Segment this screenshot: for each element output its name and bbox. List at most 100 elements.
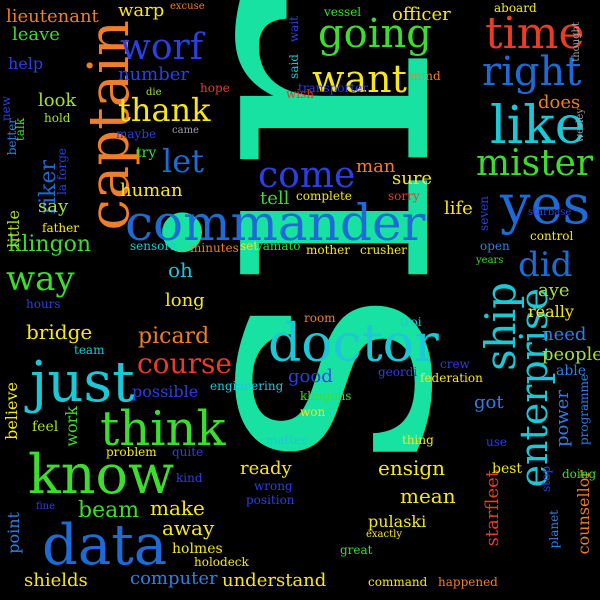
word-got: got (474, 392, 504, 413)
word-think: think (100, 401, 226, 457)
word-problem: problem (106, 445, 157, 459)
word-warp: warp (118, 0, 165, 21)
word-programme: programme (577, 374, 591, 446)
word-wesley: wesley (575, 108, 586, 143)
word-geordi: geordi (378, 365, 418, 379)
word-people: people (542, 344, 600, 365)
word-tell: tell (260, 188, 290, 209)
word-stop: stop (539, 466, 553, 492)
word-team: team (74, 343, 105, 357)
word-like: like (490, 96, 586, 156)
word-father: father (42, 221, 79, 235)
word-exactly: exactly (366, 529, 402, 540)
word-hope: hope (200, 81, 230, 95)
word-ship: ship (476, 282, 525, 371)
word-way: way (6, 259, 75, 299)
word-help: help (8, 54, 44, 73)
word-starfleet: starfleet (482, 470, 503, 547)
word-use: use (486, 435, 507, 449)
word-holmes: holmes (172, 541, 223, 557)
word-kind: kind (176, 471, 203, 485)
word-la-forge: la forge (55, 148, 69, 195)
word-mister: mister (476, 143, 594, 184)
word-time: time (485, 8, 585, 59)
word-thank: thank (118, 91, 211, 129)
word-try: try (136, 145, 157, 161)
word-work: work (62, 406, 81, 447)
word-best: best (492, 461, 523, 477)
word-power: power (552, 390, 573, 448)
word-beam: beam (78, 498, 140, 523)
word-holodeck: holodeck (194, 555, 249, 569)
word-klingons: klingons (300, 389, 352, 403)
word-worf: worf (120, 27, 204, 68)
word-transporter: transporter (298, 81, 368, 95)
word-came: came (172, 125, 199, 136)
word-life: life (444, 198, 473, 219)
word-federation: federation (420, 371, 483, 385)
word-talk: talk (13, 118, 27, 142)
word-doing: doing (562, 467, 597, 481)
word-great: great (340, 543, 373, 557)
word-complete: complete (296, 189, 352, 203)
word-look: look (38, 90, 77, 111)
word-minutes: minutes (190, 241, 239, 255)
word-thought: thought (571, 22, 582, 62)
word-counsellor: counsellor (574, 470, 593, 555)
word-room: room (304, 311, 336, 325)
word-know: know (28, 443, 175, 506)
word-mean: mean (400, 484, 456, 508)
word-excuse: excuse (170, 1, 205, 12)
word-leave: leave (12, 24, 60, 45)
word-little: little (4, 210, 23, 248)
word-course: course (137, 347, 232, 380)
word-wish: wish (286, 87, 314, 101)
word-happened: happened (438, 575, 498, 589)
word-mind: mind (410, 69, 441, 83)
word-ready: ready (240, 458, 292, 479)
word-said: said (287, 54, 301, 79)
word-shields: shields (24, 570, 88, 591)
word-need: need (542, 324, 587, 345)
word-quite: quite (172, 445, 204, 459)
word-vessel: vessel (324, 5, 362, 19)
word-come: come (258, 155, 356, 196)
word-going: going (318, 11, 432, 57)
word-troi: troi (400, 315, 422, 329)
word-aye: aye (538, 280, 570, 301)
word-oh: oh (168, 258, 193, 282)
word-point: point (4, 512, 23, 554)
word-engineering: engineering (210, 379, 284, 393)
word-set: set (240, 239, 259, 253)
word-possible: possible (132, 382, 199, 401)
word-just: just (30, 350, 135, 415)
word-sure: sure (392, 168, 433, 189)
word-new: new (0, 96, 13, 122)
word-hours: hours (26, 297, 61, 311)
word-yes: yes (500, 173, 591, 236)
word-maybe: maybe (116, 127, 157, 141)
word-command: command (368, 575, 428, 589)
word-thing: thing (402, 433, 434, 447)
word-make: make (150, 496, 205, 520)
word-lieutenant: lieutenant (6, 6, 99, 27)
word-understand: understand (222, 570, 327, 591)
word-crusher: crusher (360, 243, 407, 257)
word-hold: hold (44, 111, 71, 125)
word-bridge: bridge (26, 320, 93, 344)
word-human: human (120, 180, 183, 201)
word-want: want (312, 57, 407, 101)
word-really: really (528, 302, 574, 321)
word-klingon: klingon (8, 232, 92, 257)
word-open: open (480, 239, 510, 253)
word-ensign: ensign (378, 456, 446, 480)
word-right: right (482, 49, 582, 95)
word-matter: matter (266, 433, 308, 447)
word-man: man (356, 156, 396, 177)
word-position: position (246, 493, 295, 507)
word-crew: crew (440, 357, 470, 371)
word-believe: believe (2, 382, 21, 440)
word-yamato: yamato (256, 239, 301, 253)
word-pulaski: pulaski (368, 512, 427, 531)
